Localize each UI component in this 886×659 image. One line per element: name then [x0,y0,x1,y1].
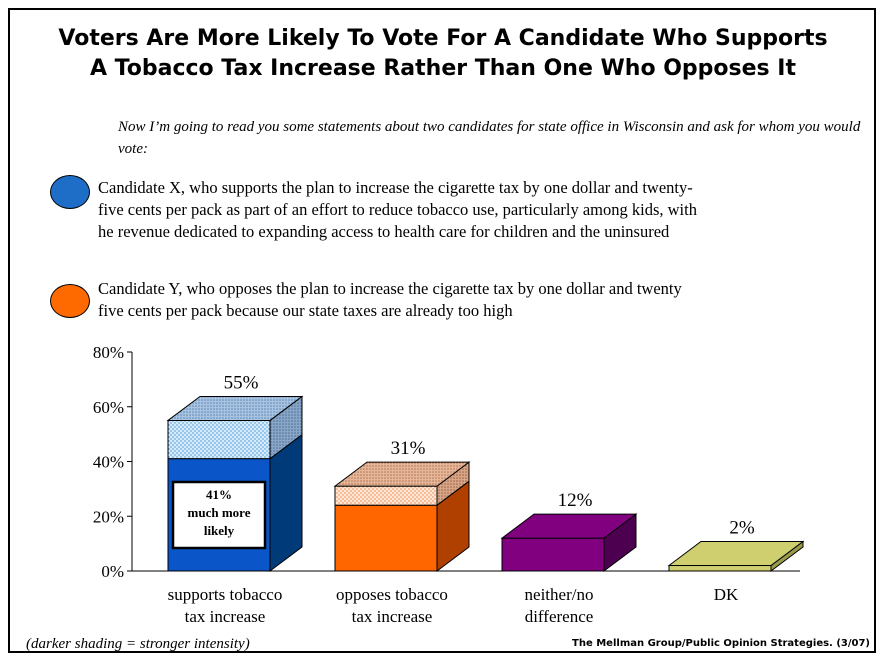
y-tick-label: 40% [93,453,124,472]
candidate-x-line-1: Candidate X, who supports the plan to in… [98,178,693,197]
y-tick-label: 80% [93,343,124,362]
bar-opposes-strong-front [334,504,438,572]
annotation-box [171,480,267,550]
category-label: supports tobacco [168,585,283,604]
candidate-y-line-1: Candidate Y, who opposes the plan to inc… [98,279,682,298]
bar-neither-top [500,513,638,539]
annotation-text: 41% [206,487,232,502]
annotation-text: likely [204,523,235,538]
y-tick-label: 0% [101,562,124,581]
title-line-2: A Tobacco Tax Increase Rather Than One W… [89,56,797,81]
value-label: 12% [558,490,593,511]
y-tick-label: 20% [93,507,124,526]
source-credit: The Mellman Group/Public Opinion Strateg… [572,638,870,649]
category-label: opposes tobacco [336,585,448,604]
bar-supports-light-top [166,395,304,421]
category-label: tax increase [352,607,433,626]
bar-supports-light-front [167,419,271,460]
question-intro: Now I’m going to read you some statement… [118,119,861,157]
bar-neither-front [501,537,605,572]
candidate-y-statement: Candidate Y, who opposes the plan to inc… [98,278,858,322]
candidate-x-line-3: he revenue dedicated to expanding access… [98,222,670,241]
bar-opposes-light-top [333,461,471,487]
value-label: 55% [224,372,259,393]
chart-labels: 55% 31% 12% 2% supports tobacco tax increase o… [168,372,755,626]
candidate-x-statement: Candidate X, who supports the plan to in… [98,177,858,243]
category-label: neither/no [525,585,594,604]
candidate-x-line-2: five cents per pack as part of an effort… [98,200,697,219]
category-label: difference [525,607,594,626]
category-label: DK [714,585,739,604]
bar-opposes-strong-side [436,480,470,572]
slide-title: Voters Are More Likely To Vote For A Can… [0,24,886,84]
candidate-y-line-2: five cents per pack because our state ta… [98,301,513,320]
value-label: 31% [391,438,426,459]
bar-opposes-light-front [334,485,438,506]
category-label: tax increase [185,607,266,626]
candidate-x-circle-icon [50,175,90,209]
title-line-1: Voters Are More Likely To Vote For A Can… [58,26,828,51]
bar-dk-top [667,541,805,567]
candidate-y-circle-icon [50,284,90,318]
annotation-text: much more [188,505,251,520]
shading-note: (darker shading = stronger intensity) [26,636,250,652]
y-tick-label: 60% [93,398,124,417]
bar-dk-front [668,565,772,572]
value-label: 2% [729,518,755,539]
bar-supports-strong-side [269,433,303,572]
chart-bars [166,395,805,572]
